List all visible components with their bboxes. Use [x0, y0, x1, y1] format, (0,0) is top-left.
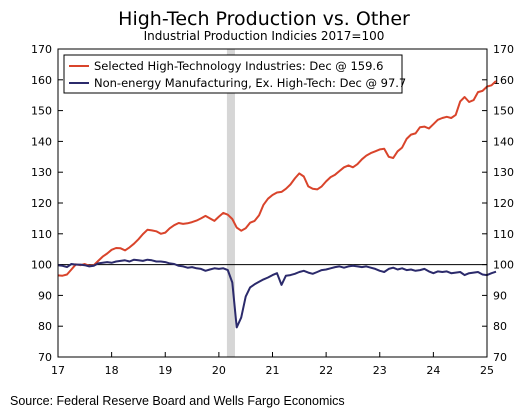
y-tick-label-left: 130 — [31, 166, 52, 179]
y-tick-label-right: 100 — [493, 259, 514, 272]
x-tick-label: 22 — [319, 364, 333, 377]
legend-label-non-energy: Non-energy Manufacturing, Ex. High-Tech:… — [94, 76, 406, 90]
y-tick-label-left: 120 — [31, 197, 52, 210]
series-line-high-tech — [57, 80, 497, 277]
x-tick-label: 19 — [158, 364, 172, 377]
y-tick-label-left: 100 — [31, 259, 52, 272]
y-tick-label-right: 130 — [493, 166, 514, 179]
y-tick-label-left: 140 — [31, 135, 52, 148]
x-tick-label: 17 — [51, 364, 65, 377]
y-tick-label-right: 140 — [493, 135, 514, 148]
source-note: Source: Federal Reserve Board and Wells … — [10, 394, 345, 408]
chart-title: High-Tech Production vs. Other — [118, 8, 410, 30]
legend-box — [63, 54, 403, 94]
x-tick-label: 18 — [105, 364, 119, 377]
chart-subtitle: Industrial Production Indicies 2017=100 — [144, 29, 385, 43]
y-tick-label-right: 160 — [493, 74, 514, 87]
y-tick-label-left: 70 — [38, 351, 52, 364]
y-tick-label-right: 90 — [493, 289, 507, 302]
legend: Selected High-Technology Industries: Dec… — [63, 54, 406, 94]
recession-shade — [226, 49, 235, 357]
y-tick-label-right: 80 — [493, 320, 507, 333]
y-tick-label-right: 170 — [493, 43, 514, 56]
y-tick-label-left: 110 — [31, 228, 52, 241]
x-tick-label: 21 — [266, 364, 280, 377]
y-tick-label-left: 150 — [31, 105, 52, 118]
x-tick-label: 23 — [373, 364, 387, 377]
y-tick-label-right: 70 — [493, 351, 507, 364]
y-tick-label-left: 90 — [38, 289, 52, 302]
series-line-non-energy — [57, 258, 497, 329]
y-tick-label-right: 120 — [493, 197, 514, 210]
x-tick-label: 25 — [480, 364, 494, 377]
y-tick-label-right: 110 — [493, 228, 514, 241]
y-tick-label-left: 170 — [31, 43, 52, 56]
ticks-layer: 70 70 80 80 90 90 100 100 110 110 120 120 130 130 140 1… — [31, 43, 514, 377]
plot-area-frame — [57, 48, 488, 358]
y-tick-label-left: 160 — [31, 74, 52, 87]
x-tick-label: 20 — [212, 364, 226, 377]
x-tick-label: 24 — [426, 364, 440, 377]
legend-label-high-tech: Selected High-Technology Industries: Dec… — [94, 59, 383, 73]
y-tick-label-right: 150 — [493, 105, 514, 118]
y-tick-label-left: 80 — [38, 320, 52, 333]
series-layer — [57, 80, 497, 329]
